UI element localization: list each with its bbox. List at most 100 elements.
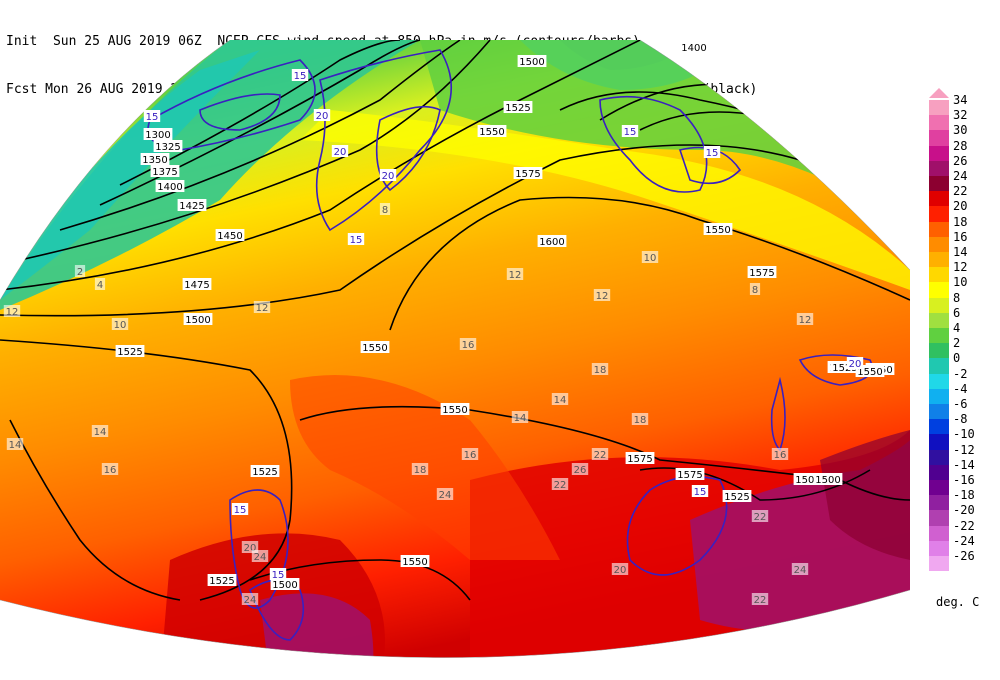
temperature-label: 20 [244,543,257,554]
temperature-label: 8 [382,205,388,216]
temperature-label: 12 [799,315,812,326]
wind-label-box [291,69,309,81]
temperature-label: 16 [462,340,475,351]
temperature-label: 12 [596,291,609,302]
wind-label-box [231,503,249,515]
temperature-shading [0,40,910,658]
colorbar-swatch [929,464,949,480]
height-label-box [360,341,390,353]
height-label: 1575 [677,470,702,481]
colorbar-label: 32 [953,108,968,123]
colorbar-swatch [929,145,949,161]
height-label: 1400 [157,182,182,193]
temperature-label: 24 [439,490,452,501]
colorbar-swatch [929,434,949,450]
height-label-box [150,165,180,177]
height-label: 1325 [155,142,180,153]
wind-label: 15 [694,487,707,498]
colorbar-swatch [929,312,949,328]
temperature-label-box [796,313,814,325]
colorbar-label: 22 [953,184,968,199]
height-label-box [153,140,183,152]
height-label-box [477,125,507,137]
height-label: 1525 [505,103,530,114]
temperature-label: 2 [77,267,83,278]
temperature-label-box [791,563,809,575]
height-label: 1500 [185,315,210,326]
height-label-box [115,345,145,357]
temperature-label-box [751,510,769,522]
temperature-label-box [6,438,24,450]
temperature-label-box [101,463,119,475]
colorbar-label: -4 [953,381,968,396]
colorbar-label: 10 [953,275,968,290]
wind-label: 15 [624,127,637,138]
temperature-label: 12 [6,307,19,318]
temperature-label: 22 [594,450,607,461]
colorbar-label: 16 [953,229,968,244]
temperature-label: 16 [464,450,477,461]
temperature-label: 22 [754,595,767,606]
temperature-label-box [591,363,609,375]
temperature-label-box [461,448,479,460]
wind-label-box [313,109,331,121]
colorbar-label: 6 [953,305,961,320]
wind-label-box [347,233,365,245]
height-label: 1525 [252,467,277,478]
temperature-label-box [436,488,454,500]
wind-label: 15 [294,71,307,82]
height-label-box [177,199,207,211]
wind-label-box [143,110,161,122]
colorbar-swatch [929,115,949,131]
temperature-label-box [111,318,129,330]
height-label: 1550 [705,225,730,236]
colorbar-label: 4 [953,321,961,335]
colorbar-swatch [929,252,949,268]
temperature-label: 14 [94,427,107,438]
temperature-label-box [91,425,109,437]
height-label-box [722,490,752,502]
height-label: 1475 [184,280,209,291]
colorbar-label: 0 [953,351,961,366]
colorbar-swatch [929,191,949,207]
colorbar-arrow-icon [929,88,949,98]
temperature-label: 14 [554,395,567,406]
colorbar-unit: deg. C [936,595,980,609]
temperature-label-box [571,463,589,475]
height-label: 1525 [832,363,857,374]
height-label-box [747,266,777,278]
colorbar-swatch [929,388,949,404]
height-label-box [679,41,709,53]
temperature-label-box [379,203,391,215]
colorbar-swatch [929,556,949,572]
temperature-label: 24 [244,595,257,606]
temperature-label: 12 [256,303,269,314]
wind-label: 20 [382,171,395,182]
wind-labels: 15 20 15 20 20 15 15 15 20 15 15 15 [143,69,864,581]
temperature-label-box [591,448,609,460]
temperature-label-box [3,305,21,317]
temperature-label-box [459,338,477,350]
colorbar-label: 12 [953,260,968,275]
wind-label-box [703,146,721,158]
height-label: 1525 [209,576,234,587]
colorbar-swatch [929,525,949,541]
temperature-label: 22 [754,512,767,523]
height-label: 1550 [362,343,387,354]
wind-label-box [621,125,639,137]
height-label-box [440,403,470,415]
colorbar-label: -12 [953,442,975,457]
colorbar-swatch [929,176,949,192]
colorbar-swatch [929,419,949,435]
colorbar-swatch [929,480,949,496]
wind-label: 15 [146,112,159,123]
colorbar-label: 28 [953,138,968,153]
temperature-label: 4 [97,280,103,291]
colorbar-label: 8 [953,290,961,305]
colorbar-swatch [929,540,949,556]
height-label: 1575 [627,454,652,465]
colorbar-label: 20 [953,199,968,214]
height-label: 1500 [519,57,544,68]
temperature-label-box [631,413,649,425]
